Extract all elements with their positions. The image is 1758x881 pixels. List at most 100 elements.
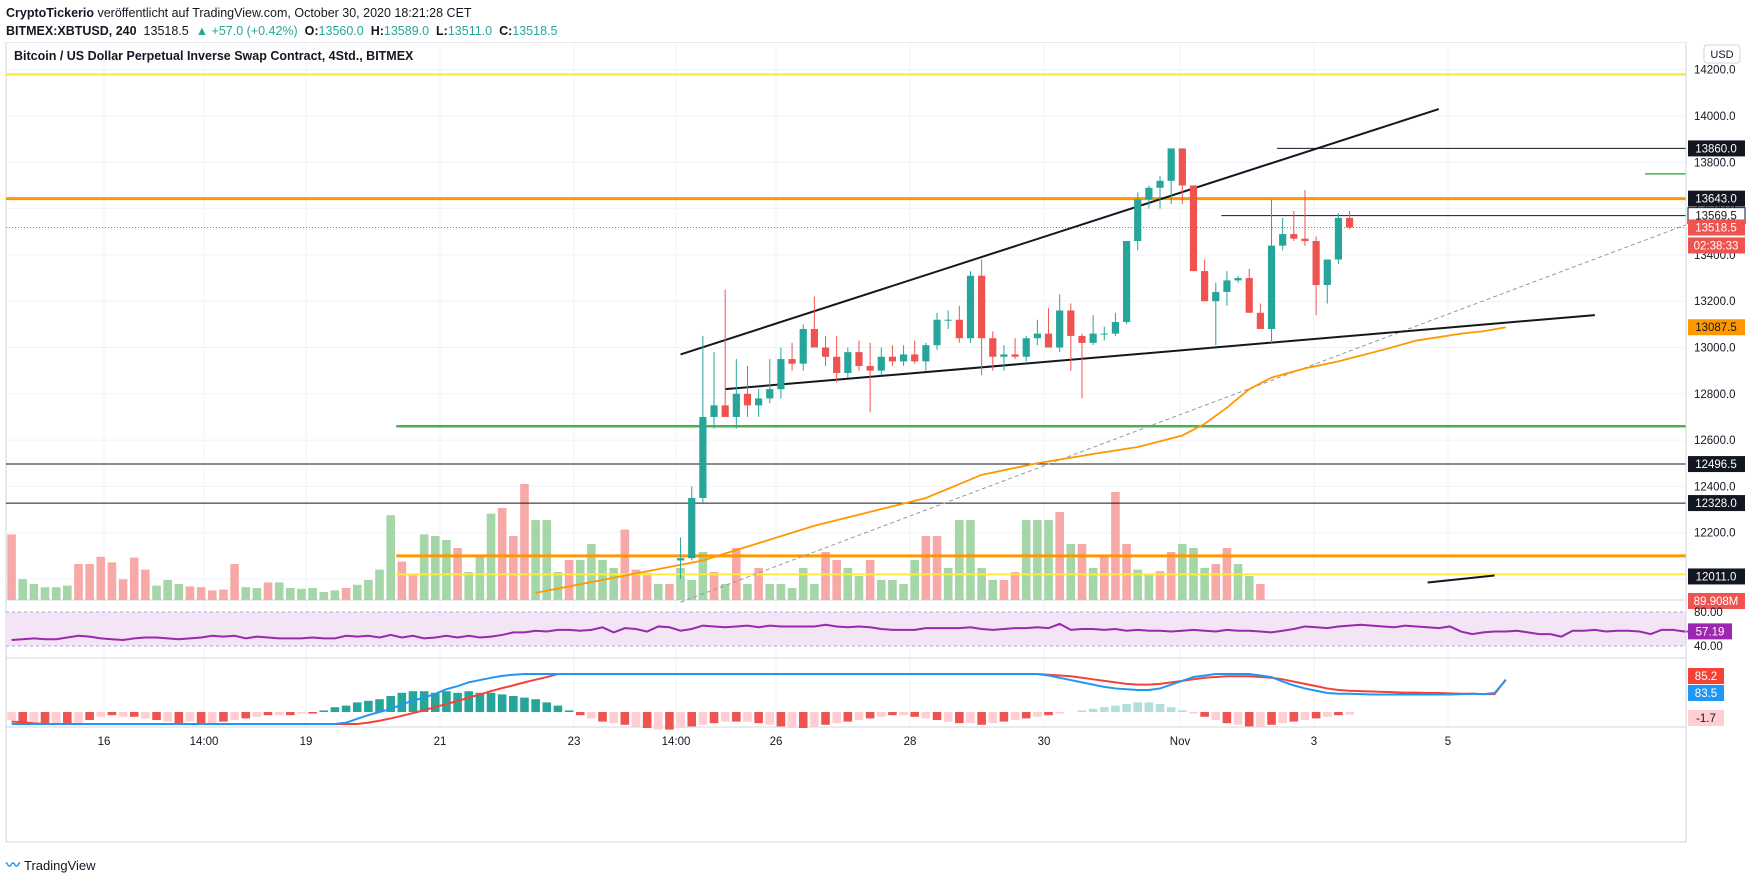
macd-hist-bar xyxy=(51,712,61,724)
volume-bar xyxy=(520,484,529,600)
price-tick: 14000.0 xyxy=(1694,111,1736,123)
candle-body xyxy=(866,366,874,371)
price-chart[interactable]: 14200.014000.013800.013600.013400.013200… xyxy=(0,42,1758,854)
macd-hist-bar xyxy=(74,712,83,724)
volume-bar xyxy=(531,520,540,600)
volume-bar xyxy=(1122,544,1131,600)
macd-hist-bar xyxy=(698,712,708,725)
macd-hist-bar xyxy=(141,712,150,719)
candle-body xyxy=(1056,310,1064,348)
price-badge xyxy=(1688,456,1745,473)
macd-hist-bar xyxy=(364,700,373,712)
macd-hist-bar xyxy=(1021,712,1031,719)
macd-hist-bar xyxy=(341,705,351,712)
volume-bar xyxy=(319,592,329,600)
volume-bar xyxy=(230,564,239,600)
candle-body xyxy=(732,393,740,417)
volume-bar xyxy=(63,585,72,600)
time-axis[interactable]: 16 14:00 19 21 23 14:00 26 28 30 Nov 3 5 xyxy=(98,736,1452,748)
high-value: 13589.0 xyxy=(383,24,430,38)
macd-hist-bar xyxy=(497,694,507,712)
volume-bar xyxy=(207,590,217,600)
open-label: O: xyxy=(304,24,319,38)
macd-hist-bar xyxy=(553,705,563,712)
macd-hist-bar xyxy=(1133,702,1143,712)
candle-body xyxy=(710,405,718,417)
volume-bar xyxy=(575,560,585,600)
currency-button[interactable] xyxy=(1703,44,1741,64)
volume-bar xyxy=(1233,564,1243,600)
volume-bar xyxy=(1166,552,1176,600)
volume-bar xyxy=(620,529,630,600)
macd-hist-bar xyxy=(129,712,139,717)
low-value: 13511.0 xyxy=(447,24,493,38)
macd-hist-bar xyxy=(1345,712,1354,715)
candle-body xyxy=(978,275,986,339)
volume-bar xyxy=(1211,564,1221,600)
tradingview-logo[interactable]: 〰 TradingView xyxy=(6,855,96,875)
price-badge xyxy=(1688,568,1745,585)
volume-bar xyxy=(419,534,429,600)
candle-body xyxy=(1223,280,1231,292)
volume-bar xyxy=(330,590,340,600)
tradingview-logo-icon: 〰 xyxy=(6,857,20,873)
macd-hist-bar xyxy=(932,712,942,720)
time-tick: 14:00 xyxy=(662,736,691,748)
volume-bar xyxy=(185,586,195,600)
volume-bar xyxy=(375,569,384,600)
time-tick: 14:00 xyxy=(190,736,219,748)
price-badge-label: 12328.0 xyxy=(1695,498,1737,510)
macd-hist-bar xyxy=(1166,707,1176,712)
candle-body xyxy=(1000,354,1008,357)
volume-bar xyxy=(999,580,1009,600)
macd-hist-bar xyxy=(1122,704,1131,712)
volume-bar xyxy=(587,544,596,600)
macd-badge-label: 83.5 xyxy=(1695,688,1717,700)
macd-hist-bar xyxy=(7,712,16,720)
candle-body xyxy=(1234,278,1242,281)
macd-hist-bar xyxy=(163,712,172,722)
rsi-tick: 80.00 xyxy=(1694,607,1723,619)
chart-header: CryptoTickerio veröffentlicht auf Tradin… xyxy=(6,4,557,40)
publish-info: veröffentlicht auf TradingView.com, Octo… xyxy=(94,6,472,20)
volume-bar xyxy=(854,576,864,600)
time-tick: 21 xyxy=(434,736,447,748)
volume-bar xyxy=(966,520,975,600)
low-label: L: xyxy=(436,24,448,38)
price-axis[interactable]: 14200.014000.013800.013600.013400.013200… xyxy=(1685,42,1746,842)
volume-bar xyxy=(798,568,808,600)
macd-hist-bar xyxy=(319,710,329,712)
macd-hist-bar xyxy=(776,712,786,727)
candlesticks xyxy=(676,148,1354,579)
macd-hist-bar xyxy=(464,691,474,712)
candle-body xyxy=(933,319,941,346)
volume-bar xyxy=(754,568,763,600)
author-name[interactable]: CryptoTickerio xyxy=(6,6,94,20)
candle-body xyxy=(1022,338,1030,357)
macd-hist-bar xyxy=(977,712,986,725)
candle-body xyxy=(1134,199,1142,242)
volume-bar xyxy=(475,556,485,600)
price-tick: 13800.0 xyxy=(1694,157,1736,169)
candle-body xyxy=(833,356,841,373)
candle-body xyxy=(855,352,863,367)
macd-hist-bar xyxy=(821,712,830,725)
volume-bar xyxy=(955,520,964,600)
volume-bar xyxy=(464,572,474,600)
volume-bar xyxy=(241,587,251,600)
candle-body xyxy=(1245,278,1253,313)
chart-title: Bitcoin / US Dollar Perpetual Inverse Sw… xyxy=(14,49,414,63)
macd-hist-bar xyxy=(196,712,206,724)
macd-hist-bar xyxy=(152,712,161,720)
macd-hist-bar xyxy=(921,712,931,719)
candle-body xyxy=(1279,234,1287,246)
volume-badge-label: 89.908M xyxy=(1694,596,1739,608)
macd-hist-bar xyxy=(286,712,295,716)
candle-body xyxy=(766,389,774,399)
volume-bar xyxy=(397,561,407,600)
macd-hist-bar xyxy=(531,699,540,712)
volume-bar xyxy=(865,560,875,600)
volume-bar xyxy=(163,580,172,600)
volume-bar xyxy=(832,560,841,600)
brand-name: TradingView xyxy=(24,857,96,873)
